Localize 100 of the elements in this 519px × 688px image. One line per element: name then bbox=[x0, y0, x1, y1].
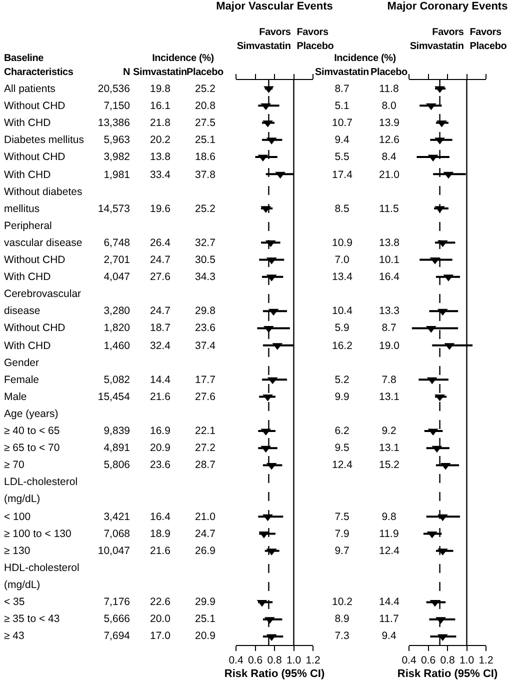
data-label: 17.0 bbox=[150, 629, 170, 644]
category-label: All patients bbox=[4, 82, 56, 97]
category-label: ≥ 100 to < 130 bbox=[4, 526, 72, 542]
text: Incidence (%) bbox=[333, 52, 397, 66]
data-label: 4,047 bbox=[102, 270, 130, 286]
data-label: 16.4 bbox=[379, 270, 400, 286]
data-label: 8.4 bbox=[382, 150, 396, 166]
text: Simvastatin bbox=[133, 66, 187, 80]
category-label: Without CHD bbox=[4, 150, 66, 166]
data-label: 13.3 bbox=[379, 304, 400, 320]
data-label: 13.9 bbox=[379, 116, 400, 132]
point bbox=[275, 172, 286, 179]
text: Placebo bbox=[370, 66, 408, 80]
text: Favors Simvastatin bbox=[410, 26, 464, 54]
data-label: 27.2 bbox=[195, 441, 216, 456]
data-label: 22.6 bbox=[150, 595, 170, 610]
data-label: 15.2 bbox=[379, 458, 400, 474]
point bbox=[262, 394, 273, 402]
data-label: 32.4 bbox=[150, 338, 170, 354]
data-label: 8.9 bbox=[334, 612, 350, 628]
data-label: 7.9 bbox=[334, 526, 350, 542]
data-label: 3,421 bbox=[102, 510, 130, 524]
category-label: Cerebrovascular bbox=[4, 287, 82, 302]
data-label: 8.0 bbox=[382, 99, 396, 114]
data-label: 17.4 bbox=[332, 168, 352, 182]
data-label: 20.8 bbox=[195, 99, 216, 114]
data-label: 3,982 bbox=[102, 150, 130, 166]
category-label: (mg/dL) bbox=[4, 492, 40, 508]
data-label: 1,460 bbox=[102, 338, 130, 354]
data-label: 9.5 bbox=[334, 441, 350, 456]
point bbox=[264, 86, 274, 94]
data-label: 12.6 bbox=[379, 133, 400, 148]
category-label: Without CHD bbox=[4, 321, 66, 336]
data-label: 13.1 bbox=[379, 390, 400, 405]
data-label: 18.9 bbox=[150, 526, 170, 542]
data-label: 24.7 bbox=[195, 526, 216, 542]
data-label: 14.4 bbox=[150, 372, 170, 388]
data-label: 37.4 bbox=[195, 338, 216, 354]
data-label: 15,454 bbox=[96, 390, 130, 405]
data-label: 20,536 bbox=[96, 82, 130, 97]
data-label: 1,820 bbox=[102, 321, 130, 336]
data-label: 27.5 bbox=[195, 116, 216, 132]
data-label: 25.2 bbox=[195, 82, 216, 97]
data-label: 19.6 bbox=[150, 202, 170, 217]
data-label: 18.7 bbox=[150, 321, 170, 336]
legend-title: Incidence (%) bbox=[151, 52, 215, 66]
data-label: 7,068 bbox=[102, 526, 130, 542]
data-label: 13.8 bbox=[379, 236, 400, 251]
category-label: ≥ 70 bbox=[4, 458, 24, 474]
data-label: 14.4 bbox=[379, 595, 400, 610]
data-label: 33.4 bbox=[150, 168, 170, 182]
text: Favors Simvastatin bbox=[236, 26, 291, 54]
data-label: 12.4 bbox=[379, 544, 400, 559]
category-label: ≥ 65 to < 70 bbox=[4, 441, 60, 456]
data-label: 16.4 bbox=[150, 510, 170, 524]
data-label: 21.8 bbox=[150, 116, 170, 132]
data-label: 26.4 bbox=[150, 236, 170, 251]
data-label: 10.7 bbox=[332, 116, 352, 132]
x-tick-label: 0.8 bbox=[440, 654, 455, 667]
x-tick-label: 0.6 bbox=[248, 654, 263, 667]
data-label: 27.6 bbox=[195, 390, 216, 405]
x-tick-label: 0.4 bbox=[402, 654, 416, 667]
category-label: LDL-cholesterol bbox=[4, 475, 78, 490]
x-tick-label: 0.8 bbox=[267, 654, 282, 667]
data-label: 26.9 bbox=[195, 544, 216, 559]
data-label: 29.8 bbox=[195, 304, 216, 320]
category-label: mellitus bbox=[4, 202, 40, 217]
x-tick-label: 0.4 bbox=[228, 654, 244, 667]
data-label: 19.8 bbox=[150, 82, 170, 97]
data-label: 10.1 bbox=[379, 253, 400, 268]
data-label: 5,963 bbox=[102, 133, 130, 148]
category-label: (mg/dL) bbox=[4, 578, 40, 593]
data-label: 7.5 bbox=[334, 510, 350, 524]
data-label: 8.7 bbox=[334, 82, 350, 97]
data-label: 7,150 bbox=[102, 99, 130, 114]
category-label: Male bbox=[4, 390, 27, 405]
data-label: 5,666 bbox=[102, 612, 130, 628]
data-label: 2,701 bbox=[102, 253, 130, 268]
data-label: 11.9 bbox=[379, 526, 399, 542]
data-label: 37.8 bbox=[195, 168, 216, 182]
data-label: 11.5 bbox=[379, 202, 399, 217]
data-label: 34.3 bbox=[195, 270, 216, 286]
category-label: ≥ 35 to < 43 bbox=[4, 612, 60, 628]
x-tick-label: 1.2 bbox=[478, 654, 494, 667]
data-label: 27.6 bbox=[150, 270, 170, 286]
data-label: 3,280 bbox=[102, 304, 130, 320]
data-label: 4,891 bbox=[102, 441, 130, 456]
data-label: 5.5 bbox=[334, 150, 350, 166]
x-tick-label: 1.2 bbox=[306, 654, 320, 667]
data-label: 5.2 bbox=[334, 372, 350, 388]
data-label: 9.4 bbox=[382, 629, 396, 644]
category-label: ≥ 43 bbox=[4, 629, 24, 644]
data-label: 6.2 bbox=[334, 424, 350, 439]
data-label: 22.1 bbox=[195, 424, 216, 439]
data-label: 7.3 bbox=[334, 629, 350, 644]
data-label: 11.7 bbox=[379, 612, 399, 628]
data-label: 9.2 bbox=[382, 424, 396, 439]
x-tick-label: 1.0 bbox=[459, 654, 474, 667]
category-label: Gender bbox=[4, 356, 40, 371]
data-label: 7.8 bbox=[382, 372, 396, 388]
